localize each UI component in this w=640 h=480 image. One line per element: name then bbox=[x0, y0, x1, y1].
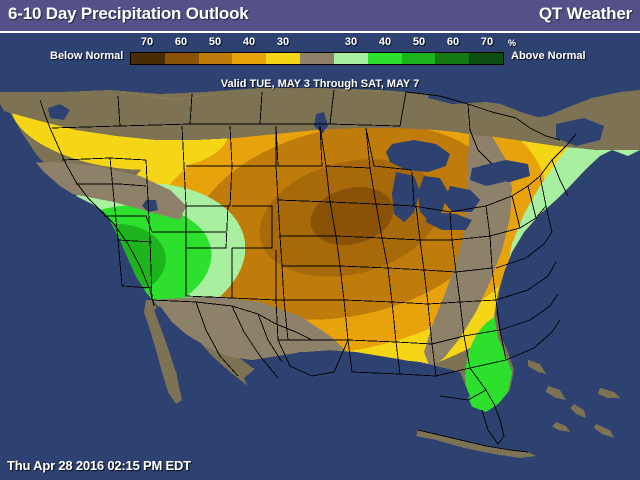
legend-color-segment-6 bbox=[333, 53, 368, 64]
legend-color-segment-4 bbox=[266, 53, 301, 64]
legend-tick-above-70: 70 bbox=[480, 36, 494, 48]
legend-color-segment-9 bbox=[435, 53, 470, 64]
legend-unit-label: % bbox=[508, 38, 517, 48]
legend-tick-above-60: 60 bbox=[446, 36, 460, 48]
legend-above-normal-label: Above Normal bbox=[511, 50, 586, 62]
legend-color-segment-10 bbox=[469, 53, 503, 64]
timestamp-label: Thu Apr 28 2016 02:15 PM EDT bbox=[7, 458, 191, 473]
valid-period-label: Valid TUE, MAY 3 Through SAT, MAY 7 bbox=[220, 78, 420, 90]
legend-below-normal-label: Below Normal bbox=[50, 50, 124, 62]
legend-tick-below-40: 40 bbox=[242, 36, 256, 48]
water-bodies bbox=[48, 86, 604, 432]
legend-tick-below-50: 50 bbox=[208, 36, 222, 48]
legend-color-segment-5 bbox=[300, 53, 334, 64]
legend-tick-below-70: 70 bbox=[140, 36, 154, 48]
legend-tick-above-30: 30 bbox=[344, 36, 358, 48]
political-borders bbox=[39, 89, 577, 453]
legend-tick-labels: 70 60 50 40 30 30 40 50 60 70 bbox=[130, 36, 504, 52]
legend-tick-below-60: 60 bbox=[174, 36, 188, 48]
legend: Below Normal Above Normal % 70 60 50 40 30 30… bbox=[0, 36, 640, 70]
page-title: 6-10 Day Precipitation Outlook bbox=[8, 4, 249, 23]
legend-tick-above-50: 50 bbox=[412, 36, 426, 48]
legend-color-segment-7 bbox=[367, 53, 402, 64]
legend-color-segment-2 bbox=[198, 53, 233, 64]
legend-tick-below-30: 30 bbox=[276, 36, 290, 48]
legend-tick-above-40: 40 bbox=[378, 36, 392, 48]
brand-label: QT Weather bbox=[538, 4, 632, 23]
title-bar: 6-10 Day Precipitation Outlook QT Weathe… bbox=[0, 0, 640, 31]
legend-color-segment-3 bbox=[232, 53, 267, 64]
legend-color-segment-1 bbox=[164, 53, 199, 64]
header-divider bbox=[0, 31, 640, 33]
legend-color-segment-8 bbox=[401, 53, 436, 64]
legend-color-bar bbox=[130, 52, 504, 65]
legend-color-segment-0 bbox=[131, 53, 165, 64]
